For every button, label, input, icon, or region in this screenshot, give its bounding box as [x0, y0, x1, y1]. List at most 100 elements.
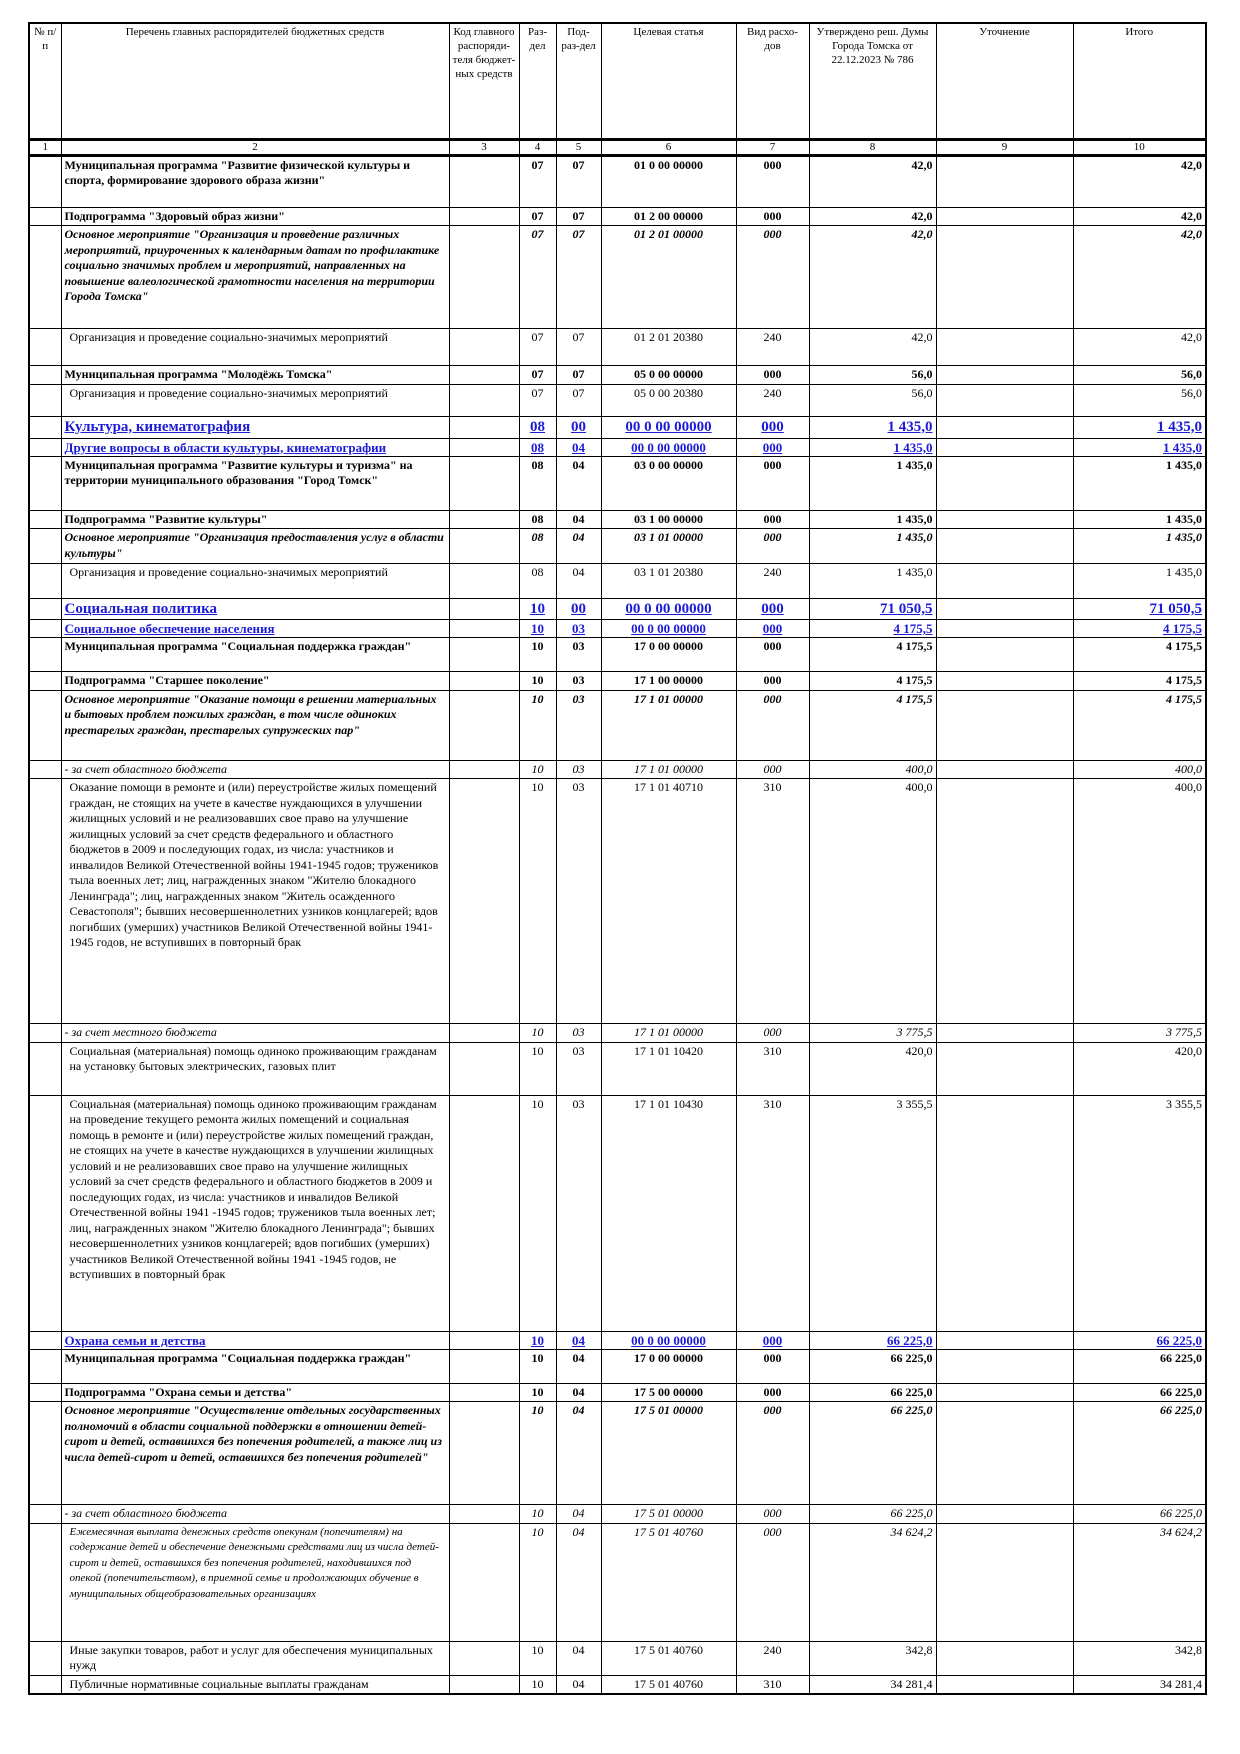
clarification-cell	[935, 689, 1074, 760]
expense-type: 000	[735, 1023, 810, 1042]
header-cell: № п/п	[28, 22, 62, 141]
header-cell: Раз-дел	[518, 22, 557, 141]
target-article: 17 1 01 40710	[600, 778, 737, 1024]
approved-amount: 66 225,0	[808, 1382, 937, 1402]
row-number-cell	[28, 455, 62, 510]
approved-amount: 1 435,0	[808, 415, 937, 438]
code-cell	[448, 1522, 520, 1641]
approved-amount: 4 175,5	[808, 689, 937, 760]
code-cell	[448, 206, 520, 226]
podrazdel: 07	[555, 328, 602, 366]
clarification-cell	[935, 415, 1074, 438]
expense-type: 000	[735, 154, 810, 207]
clarification-cell	[935, 206, 1074, 226]
razdel: 10	[518, 619, 557, 638]
total-amount: 342,8	[1072, 1640, 1207, 1675]
razdel: 10	[518, 1504, 557, 1523]
header-cell: Итого	[1072, 22, 1207, 141]
row-name: Публичные нормативные социальные выплаты…	[60, 1674, 450, 1694]
clarification-cell	[935, 328, 1074, 366]
podrazdel: 04	[555, 1401, 602, 1505]
budget-row: Муниципальная программа "Молодёжь Томска…	[28, 365, 1207, 384]
row-name: Муниципальная программа "Социальная подд…	[60, 1348, 450, 1383]
row-number-cell	[28, 778, 62, 1024]
row-name: Основное мероприятие "Организация предос…	[60, 528, 450, 564]
clarification-cell	[935, 1504, 1074, 1523]
approved-amount: 66 225,0	[808, 1348, 937, 1383]
approved-amount: 1 435,0	[808, 437, 937, 456]
row-number-cell	[28, 619, 62, 638]
approved-amount: 66 225,0	[808, 1401, 937, 1505]
header-cell: Вид расхо-дов	[735, 22, 810, 141]
clarification-cell	[935, 437, 1074, 456]
clarification-cell	[935, 671, 1074, 690]
code-cell	[448, 598, 520, 620]
header-cell: Код главного распоряди-теля бюджет-ных с…	[448, 22, 520, 141]
column-number: 5	[555, 138, 602, 157]
row-number-cell	[28, 206, 62, 226]
total-amount: 1 435,0	[1072, 528, 1207, 564]
budget-row: - за счет областного бюджета 10 04 17 5 01 …	[28, 1504, 1207, 1523]
podrazdel: 03	[555, 759, 602, 779]
total-amount: 66 225,0	[1072, 1330, 1207, 1349]
target-article: 17 5 01 40760	[600, 1522, 737, 1641]
podrazdel: 03	[555, 1041, 602, 1095]
row-number-cell	[28, 1094, 62, 1331]
razdel: 10	[518, 598, 557, 620]
total-amount: 42,0	[1072, 154, 1207, 207]
target-article: 17 5 01 40760	[600, 1674, 737, 1694]
budget-row: Основное мероприятие "Оказание помощи в …	[28, 689, 1207, 760]
row-number-cell	[28, 383, 62, 416]
approved-amount: 66 225,0	[808, 1504, 937, 1523]
target-article: 17 1 01 00000	[600, 759, 737, 779]
total-amount: 42,0	[1072, 225, 1207, 329]
approved-amount: 34 281,4	[808, 1674, 937, 1694]
budget-table: № п/п Перечень главных распорядителей бюд…	[28, 22, 1207, 1695]
clarification-cell	[935, 1382, 1074, 1402]
razdel: 10	[518, 1382, 557, 1402]
row-name: Подпрограмма "Развитие культуры"	[60, 509, 450, 529]
expense-type: 000	[735, 365, 810, 384]
budget-row: Организация и проведение социально-значи…	[28, 383, 1207, 416]
row-name: Охрана семьи и детства	[60, 1330, 450, 1349]
clarification-cell	[935, 1640, 1074, 1675]
razdel: 10	[518, 1640, 557, 1675]
row-number-cell	[28, 671, 62, 690]
expense-type: 240	[735, 383, 810, 416]
clarification-cell	[935, 637, 1074, 672]
row-name: Другие вопросы в области культуры, кинем…	[60, 437, 450, 456]
expense-type: 000	[735, 206, 810, 226]
budget-row: Муниципальная программа "Развитие культу…	[28, 455, 1207, 510]
approved-amount: 1 435,0	[808, 563, 937, 599]
code-cell	[448, 1348, 520, 1383]
row-number-cell	[28, 154, 62, 207]
row-number-cell	[28, 1674, 62, 1694]
podrazdel: 04	[555, 1674, 602, 1694]
expense-type: 000	[735, 225, 810, 329]
column-number: 7	[735, 138, 810, 157]
expense-type: 000	[735, 415, 810, 438]
budget-row: - за счет местного бюджета 10 03 17 1 01 00…	[28, 1023, 1207, 1042]
row-name: Подпрограмма "Старшее поколение"	[60, 671, 450, 690]
code-cell	[448, 689, 520, 760]
razdel: 07	[518, 225, 557, 329]
total-amount: 42,0	[1072, 328, 1207, 366]
total-amount: 1 435,0	[1072, 437, 1207, 456]
row-number-cell	[28, 598, 62, 620]
row-number-cell	[28, 1401, 62, 1505]
expense-type: 000	[735, 671, 810, 690]
clarification-cell	[935, 455, 1074, 510]
approved-amount: 56,0	[808, 365, 937, 384]
total-amount: 66 225,0	[1072, 1382, 1207, 1402]
budget-row: Муниципальная программа "Социальная подд…	[28, 1348, 1207, 1383]
code-cell	[448, 1640, 520, 1675]
podrazdel: 04	[555, 1640, 602, 1675]
razdel: 07	[518, 365, 557, 384]
target-article: 17 1 01 10420	[600, 1041, 737, 1095]
code-cell	[448, 759, 520, 779]
budget-row: Подпрограмма "Развитие культуры" 08 04 03 1…	[28, 509, 1207, 529]
target-article: 05 0 00 00000	[600, 365, 737, 384]
target-article: 03 1 01 20380	[600, 563, 737, 599]
clarification-cell	[935, 1348, 1074, 1383]
total-amount: 42,0	[1072, 206, 1207, 226]
